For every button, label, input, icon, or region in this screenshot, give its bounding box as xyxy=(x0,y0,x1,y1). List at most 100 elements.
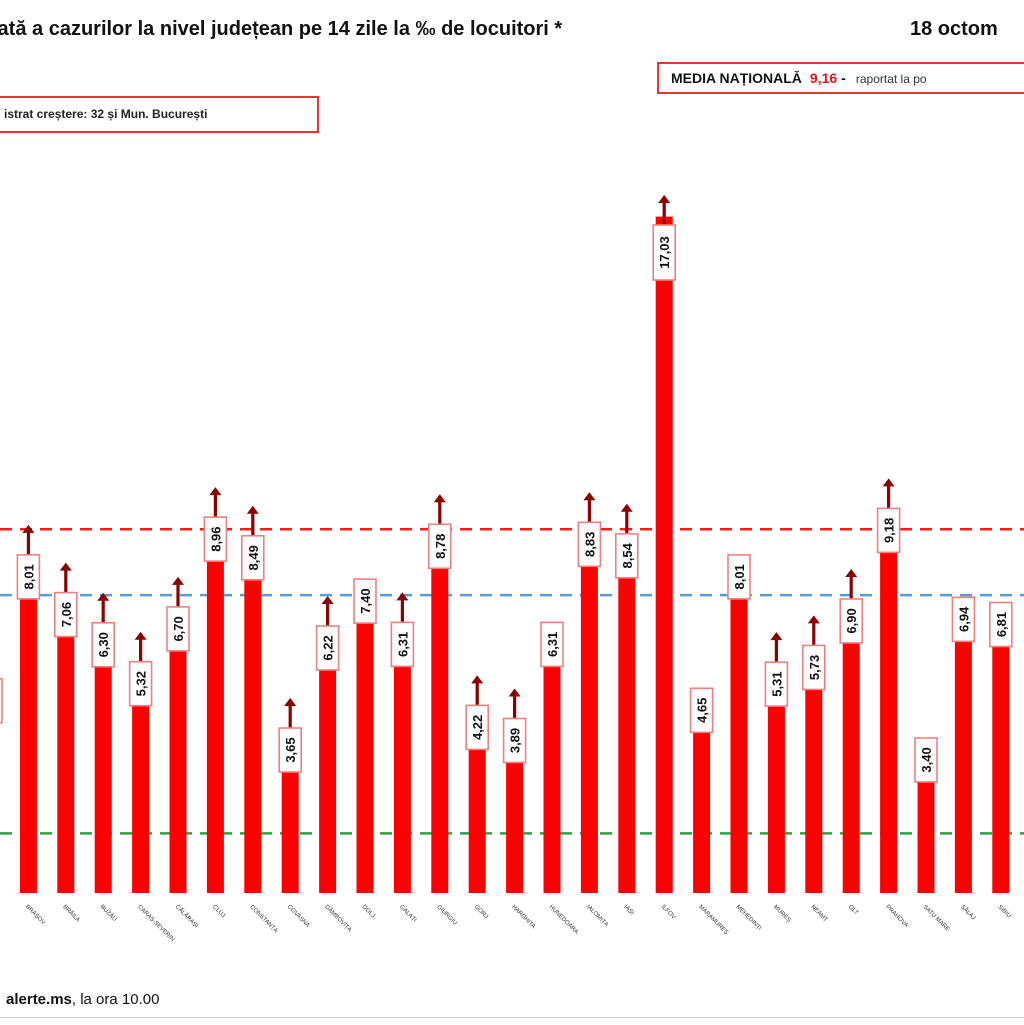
value-label-text: 5,73 xyxy=(807,655,822,680)
growth-arrow xyxy=(882,478,895,509)
bar xyxy=(880,528,898,893)
value-label-text: 8,96 xyxy=(208,526,223,551)
value-label-text: 8,49 xyxy=(246,545,261,570)
growth-arrow xyxy=(172,576,184,607)
category-label: IAȘI xyxy=(622,904,634,916)
value-label: 4,65 xyxy=(689,687,714,734)
value-label: 3,89 xyxy=(502,717,527,764)
value-label: 6,31 xyxy=(540,621,564,668)
value-label-text: 17,03 xyxy=(657,236,672,269)
value-label: 7,40 xyxy=(353,578,377,624)
value-label: 6,90 xyxy=(839,598,864,644)
growth-arrow xyxy=(508,688,521,719)
value-label: 6,81 xyxy=(988,601,1013,648)
national-average-box: MEDIA NAȚIONALĂ 9,16- raportat la po xyxy=(657,62,1024,94)
bar xyxy=(917,757,935,893)
value-label: 6,94 xyxy=(951,596,976,643)
growth-arrow xyxy=(134,631,147,662)
value-label: 8,01 xyxy=(727,554,751,600)
bar xyxy=(319,645,337,893)
value-label: 3,65 xyxy=(278,727,303,773)
category-label: GALAȚI xyxy=(398,904,418,924)
value-label: 8,78 xyxy=(427,523,452,570)
value-label: 6,22 xyxy=(315,625,340,671)
value-label: 6,31 xyxy=(390,621,415,668)
bar xyxy=(580,542,598,893)
bar xyxy=(842,618,860,893)
category-label: HUNEDOARA xyxy=(548,904,579,935)
bar xyxy=(431,544,449,893)
category-label: CARAȘ-SEVERIN xyxy=(136,904,175,943)
category-label: BRĂILA xyxy=(61,903,81,923)
value-label: 4,22 xyxy=(465,704,490,751)
value-label: 6,70 xyxy=(166,606,190,652)
value-label-text: 7,40 xyxy=(358,588,373,613)
report-date: 18 octom xyxy=(910,18,998,40)
value-label-text: 9,18 xyxy=(882,518,897,543)
value-label: 8,54 xyxy=(614,533,639,579)
growth-arrow xyxy=(246,505,259,536)
category-label: SIBIU xyxy=(996,904,1011,919)
category-label: NEAMȚ xyxy=(809,904,828,923)
source-time: , la ora 10.00 xyxy=(71,991,160,1008)
bar xyxy=(132,681,150,893)
bar xyxy=(281,748,299,893)
growth-arrow xyxy=(471,675,484,706)
bar xyxy=(169,626,187,893)
value-label: 17,03 xyxy=(652,224,677,281)
category-label: DÂMBOVIȚA xyxy=(323,903,353,933)
value-label-text: 3,89 xyxy=(508,728,523,753)
value-label-text: 4,22 xyxy=(470,715,485,740)
value-label: 7,06 xyxy=(53,591,78,638)
category-label: IALOMIȚA xyxy=(585,904,609,928)
source-footer: alerte.ms, la ora 10.00 xyxy=(6,991,159,1008)
bar xyxy=(506,738,524,893)
bar xyxy=(393,642,411,893)
bar xyxy=(468,725,486,893)
growth-arrow xyxy=(22,524,35,555)
value-label-text: 8,78 xyxy=(433,534,448,559)
category-label: PRAHOVA xyxy=(884,904,909,929)
category-label: CONSTANȚA xyxy=(248,904,278,934)
bar xyxy=(805,665,823,893)
value-label: 4,89 xyxy=(0,677,3,724)
category-label: MUREȘ xyxy=(772,904,792,924)
category-label: OLT xyxy=(847,904,859,916)
category-label: GIURGIU xyxy=(435,904,457,926)
growth-arrow xyxy=(807,615,820,646)
value-label-text: 4,65 xyxy=(695,698,710,723)
category-label: DOLJ xyxy=(361,904,376,919)
growth-arrow xyxy=(433,494,446,525)
frame-edge xyxy=(0,1017,1024,1025)
value-label: 6,30 xyxy=(91,621,115,668)
value-label-text: 3,40 xyxy=(919,747,934,772)
bar xyxy=(94,642,112,893)
category-label: SATU MARE xyxy=(922,904,951,933)
growth-arrow xyxy=(620,503,633,534)
category-label: HARGHITA xyxy=(510,904,536,930)
value-label: 8,01 xyxy=(16,554,41,600)
value-label-text: 6,22 xyxy=(321,635,336,660)
value-label-text: 8,01 xyxy=(21,564,36,589)
category-label: MARAMUREȘ xyxy=(697,904,729,936)
growth-arrow xyxy=(845,568,858,599)
category-label: MEHEDINȚI xyxy=(735,904,763,932)
bar xyxy=(19,574,37,893)
growth-note-text: istrat creștere: 32 și Mun. București xyxy=(4,107,208,121)
growth-note-box: istrat creștere: 32 și Mun. București xyxy=(0,96,319,133)
value-label-text: 6,81 xyxy=(994,612,1009,637)
bar xyxy=(244,555,262,893)
growth-arrow xyxy=(770,632,783,663)
value-label-text: 8,83 xyxy=(582,532,597,557)
category-label: ILFOV xyxy=(660,904,677,921)
value-label: 9,18 xyxy=(876,507,901,554)
value-label: 8,96 xyxy=(203,516,228,562)
bar xyxy=(730,574,748,893)
category-label: SĂLAJ xyxy=(959,903,977,921)
value-label-text: 7,06 xyxy=(59,602,74,627)
national-average-note: raportat la po xyxy=(855,72,927,86)
category-label: GORJ xyxy=(473,904,489,920)
national-average-dash: - xyxy=(841,70,846,86)
value-label: 5,73 xyxy=(801,644,826,691)
